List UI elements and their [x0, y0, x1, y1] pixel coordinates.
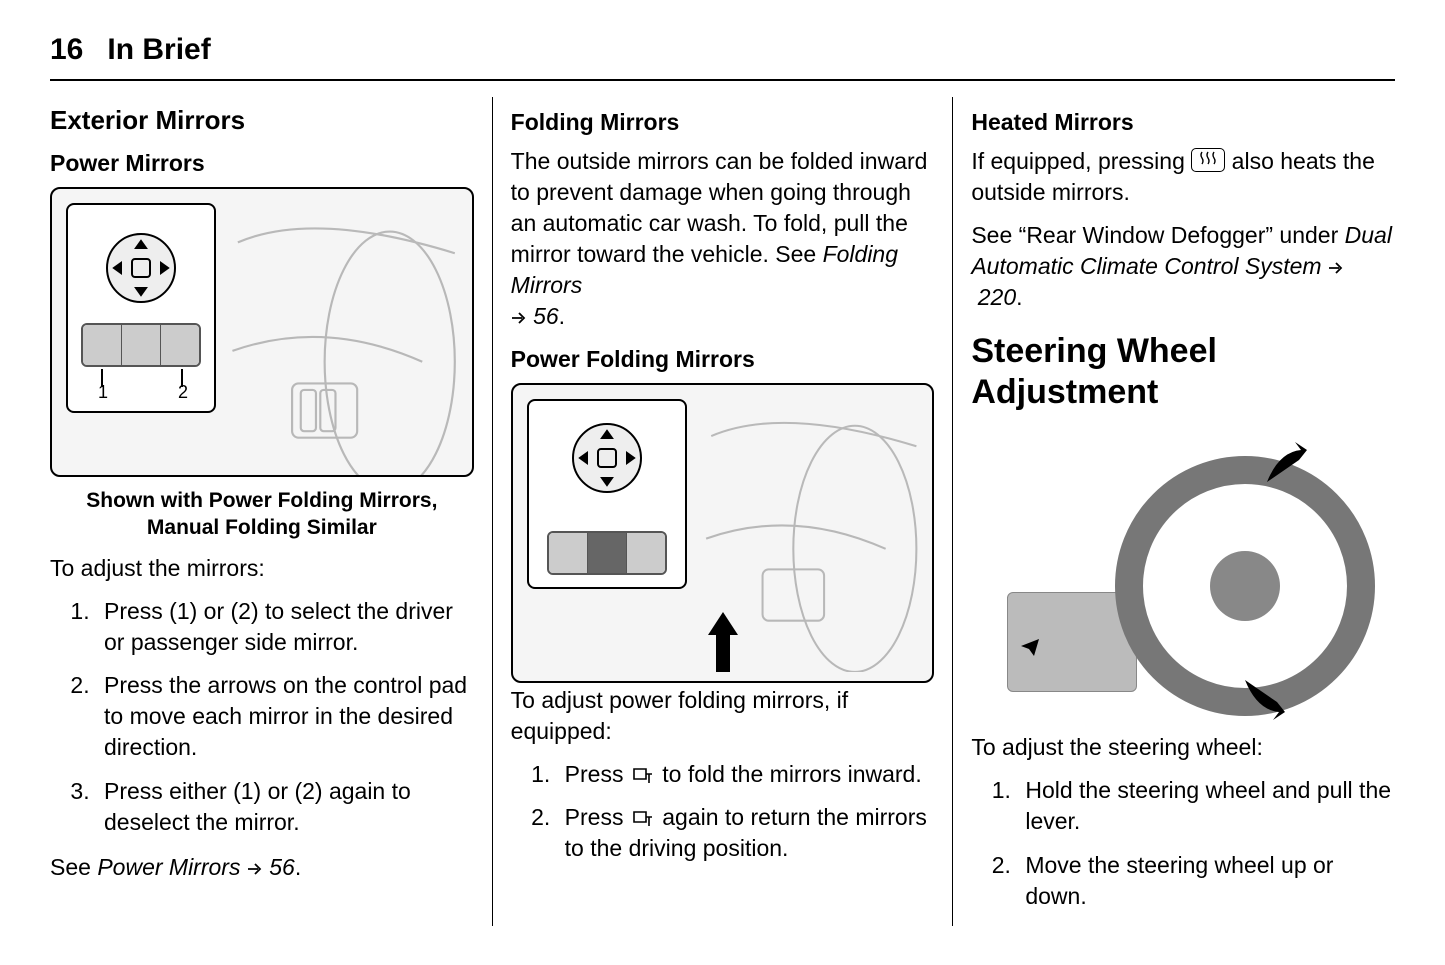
dashboard-illustration: [701, 395, 927, 672]
column-3: Heated Mirrors If equipped, pressing als…: [952, 97, 1395, 926]
curved-arrow-down-icon: [1237, 672, 1287, 722]
paragraph: The outside mirrors can be folded inward…: [511, 146, 935, 332]
chapter-title: In Brief: [107, 30, 210, 71]
figure-power-mirrors: 1 2: [50, 187, 474, 477]
figure-control-panel: 1 2: [66, 203, 216, 413]
curved-arrow-up-icon: [1259, 440, 1309, 490]
intro-text: To adjust power folding mirrors, if equi…: [511, 685, 935, 747]
figure-steering-wheel: [971, 428, 1395, 730]
dpad-icon: [106, 233, 176, 303]
steering-steps: Hold the steering wheel and pull the lev…: [971, 775, 1395, 911]
page-ref-arrow-icon: [1328, 261, 1344, 275]
content-columns: Exterior Mirrors Power Mirrors 1 2: [50, 97, 1395, 926]
list-item: Press either (1) or (2) again to deselec…: [96, 776, 474, 838]
page-number: 16: [50, 30, 83, 71]
mirror-select-buttons: [81, 323, 201, 367]
paragraph: See “Rear Window Defogger” under Dual Au…: [971, 220, 1395, 313]
heading-power-mirrors: Power Mirrors: [50, 148, 474, 179]
column-2: Folding Mirrors The outside mirrors can …: [492, 97, 953, 926]
page-ref-arrow-icon: [511, 311, 527, 325]
fold-mirror-icon: [630, 808, 656, 828]
dashboard-illustration: [227, 199, 466, 477]
intro-text: To adjust the steering wheel:: [971, 732, 1395, 763]
text: See: [50, 854, 97, 880]
figure-caption: Shown with Power Folding Mirrors, Manual…: [50, 487, 474, 542]
heading-exterior-mirrors: Exterior Mirrors: [50, 103, 474, 138]
list-item: Move the steering wheel up or down.: [1017, 850, 1395, 912]
mirror-select-buttons: [547, 531, 667, 575]
list-item: Press the arrows on the control pad to m…: [96, 670, 474, 763]
column-1: Exterior Mirrors Power Mirrors 1 2: [50, 97, 492, 926]
reference-link: Power Mirrors 56: [97, 854, 295, 880]
power-mirror-steps: Press (1) or (2) to select the driver or…: [50, 596, 474, 837]
callout-2: 2: [178, 380, 188, 404]
arrow-to-lever-icon: [989, 634, 1049, 684]
figure-power-folding: [511, 383, 935, 683]
list-item: Press again to return the mirrors to the…: [557, 802, 935, 864]
list-item: Press to fold the mirrors inward.: [557, 759, 935, 790]
intro-text: To adjust the mirrors:: [50, 553, 474, 584]
figure-control-panel: [527, 399, 687, 589]
page-header: 16 In Brief: [50, 30, 1395, 81]
heading-folding-mirrors: Folding Mirrors: [511, 107, 935, 138]
power-folding-steps: Press to fold the mirrors inward. Press …: [511, 759, 935, 864]
see-reference: See Power Mirrors 56.: [50, 852, 474, 883]
dpad-icon: [572, 423, 642, 493]
list-item: Press (1) or (2) to select the driver or…: [96, 596, 474, 658]
fold-mirror-icon: [630, 765, 656, 785]
list-item: Hold the steering wheel and pull the lev…: [1017, 775, 1395, 837]
callout-1: 1: [98, 380, 108, 404]
page-ref-arrow-icon: [247, 862, 263, 876]
paragraph: If equipped, pressing also heats the out…: [971, 146, 1395, 208]
defog-icon: [1191, 148, 1225, 172]
heading-heated-mirrors: Heated Mirrors: [971, 107, 1395, 138]
heading-steering-wheel-adjustment: Steering WheelAdjustment: [971, 331, 1395, 413]
heading-power-folding-mirrors: Power Folding Mirrors: [511, 344, 935, 375]
